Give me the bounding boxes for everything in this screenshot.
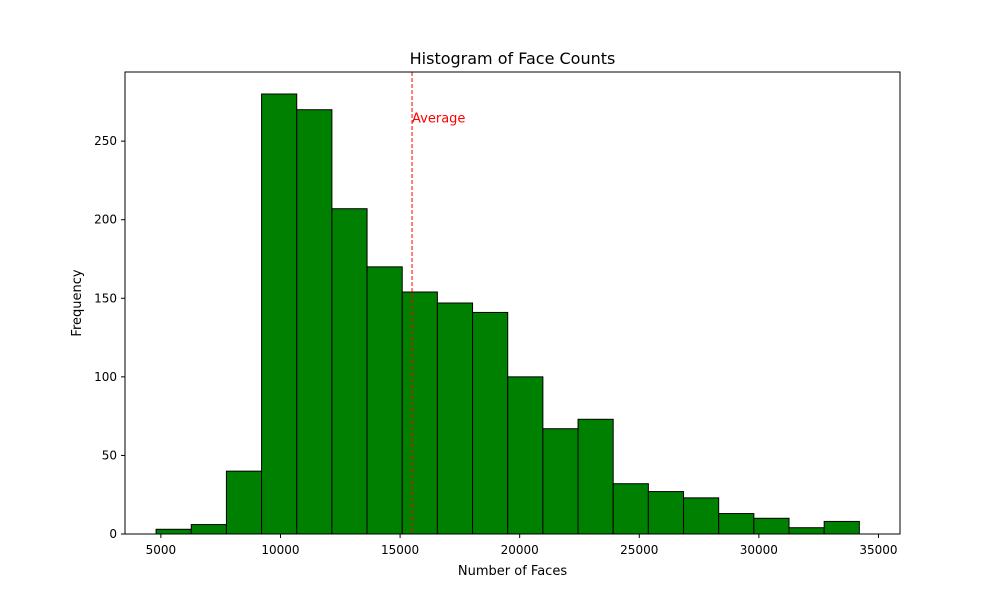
- x-tick-label: 10000: [261, 543, 299, 557]
- y-tick-label: 100: [94, 370, 117, 384]
- histogram-bar: [296, 109, 333, 535]
- y-tick-label: 200: [94, 213, 117, 227]
- histogram-bar: [225, 470, 263, 535]
- histogram-bar: [190, 524, 227, 535]
- x-axis-label: Number of Faces: [458, 564, 567, 579]
- histogram-bar: [753, 517, 790, 535]
- x-tick-label: 30000: [740, 543, 778, 557]
- y-tick-label: 250: [94, 134, 117, 148]
- histogram-bar: [155, 528, 192, 535]
- histogram-bar: [683, 497, 720, 535]
- histogram-bar: [331, 208, 368, 535]
- histogram-bar: [401, 291, 438, 535]
- histogram-bar: [718, 513, 755, 535]
- histogram-bar: [788, 527, 825, 535]
- average-group: Average: [411, 72, 465, 534]
- histogram-bar: [647, 491, 685, 535]
- histogram-bar: [577, 418, 614, 535]
- histogram-bar: [542, 428, 579, 535]
- x-tick-label: 5000: [146, 543, 177, 557]
- x-tick-label: 15000: [381, 543, 419, 557]
- x-tick-label: 35000: [859, 543, 897, 557]
- y-axis-label: Frequency: [70, 269, 85, 336]
- histogram-bar: [507, 376, 544, 535]
- bars-group: [155, 93, 860, 535]
- average-label: Average: [412, 112, 465, 127]
- x-axis-ticks: 5000 10000 15000 20000 25000 30000 35000: [146, 534, 898, 557]
- x-tick-label: 25000: [620, 543, 658, 557]
- histogram-bar: [472, 311, 509, 535]
- plot-frame: [124, 71, 901, 535]
- y-axis-ticks: 0 50 100 150 200 250: [94, 134, 125, 541]
- histogram-bar: [436, 302, 474, 535]
- y-tick-label: 50: [102, 448, 117, 462]
- histogram-bar: [612, 483, 649, 535]
- chart-title: Histogram of Face Counts: [410, 49, 616, 68]
- x-tick-label: 20000: [501, 543, 539, 557]
- histogram-bar: [823, 520, 860, 535]
- y-tick-label: 150: [94, 291, 117, 305]
- y-tick-label: 0: [109, 527, 117, 541]
- histogram-bar: [261, 93, 298, 535]
- histogram-bar: [366, 266, 403, 535]
